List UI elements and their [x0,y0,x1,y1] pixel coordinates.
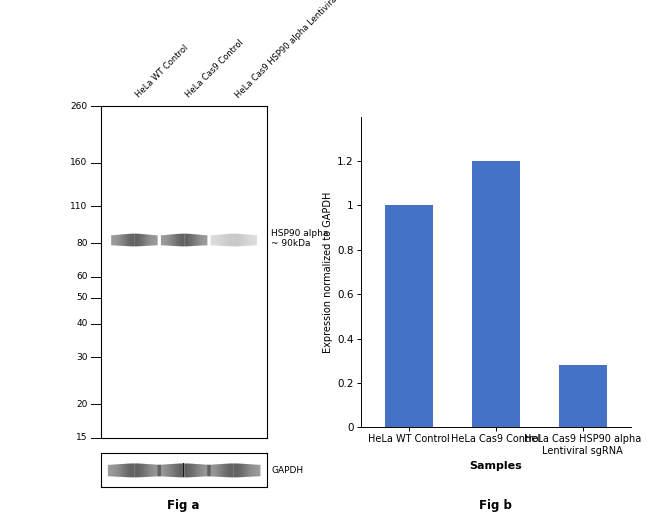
Y-axis label: Expression normalized to GAPDH: Expression normalized to GAPDH [323,191,333,353]
Bar [385,205,432,427]
Text: 80: 80 [76,239,88,248]
Bar [472,161,519,427]
Text: GAPDH: GAPDH [272,466,304,474]
Text: HeLa Cas9 Control: HeLa Cas9 Control [183,38,245,99]
Text: 160: 160 [70,158,88,167]
Text: 30: 30 [76,353,88,362]
Text: 110: 110 [70,202,88,211]
Text: HeLa Cas9 HSP90 alpha Lentiviral sgRNA: HeLa Cas9 HSP90 alpha Lentiviral sgRNA [233,0,362,99]
Text: 40: 40 [76,319,88,328]
Bar [559,365,606,427]
Text: 50: 50 [76,293,88,303]
Text: HeLa WT Control: HeLa WT Control [134,44,190,99]
Text: 260: 260 [70,102,88,111]
Text: Fig b: Fig b [479,498,512,512]
X-axis label: Samples: Samples [469,462,522,471]
Text: Fig a: Fig a [167,498,200,512]
Text: 15: 15 [76,433,88,442]
Text: 20: 20 [76,400,88,409]
Text: HSP90 alpha
~ 90kDa: HSP90 alpha ~ 90kDa [272,229,329,248]
Text: 60: 60 [76,272,88,281]
